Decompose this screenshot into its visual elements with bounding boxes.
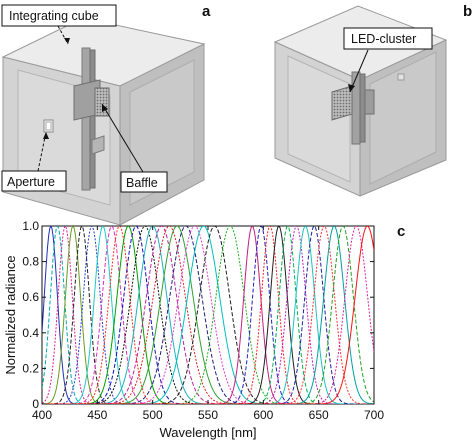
spectrum-curve-436 [42, 226, 374, 404]
y-tick-label: 1.0 [22, 219, 39, 233]
aperture-callout-label: Aperture [7, 175, 55, 189]
spectrum-curve-630 [42, 226, 374, 404]
y-tick-label: 0.4 [22, 326, 39, 340]
spectrum-curve-522 [42, 226, 374, 404]
y-tick-label: 0.2 [22, 361, 39, 375]
spectrum-curve-463 [42, 226, 374, 404]
x-axis-label: Wavelength [nm] [159, 425, 256, 440]
panel-letter-c: c [397, 223, 405, 240]
y-axis-ticks: 0 0.2 0.4 0.6 0.8 1.0 [22, 219, 374, 411]
spectrum-curve-455 [42, 226, 374, 404]
y-tick-label: 0.6 [22, 290, 39, 304]
led-callout-arrowhead [348, 84, 355, 92]
panel-a: Integrating cube Aperture Baffle a [1, 3, 211, 226]
x-tick-label: 600 [253, 408, 273, 422]
aperture-callout-arrowhead [43, 132, 49, 139]
panel-letter-b: b [463, 3, 472, 20]
y-tick-label: 0.8 [22, 255, 39, 269]
panel-letter-a: a [202, 3, 211, 20]
spectrum-curve-546 [42, 226, 374, 404]
panel-c: c 400 450 500 550 600 650 700 0 0.2 0.4 0.6 0.8 1.0… [3, 219, 405, 440]
integrating-cube-drawing-a [1, 17, 206, 226]
spectrum-curve-638 [42, 226, 374, 404]
panel-b: LED-cluster b [273, 3, 472, 197]
x-tick-label: 500 [143, 408, 163, 422]
cube-callout-arrowhead [64, 38, 70, 44]
x-tick-label: 400 [32, 408, 52, 422]
spectrum-curve-664 [42, 226, 374, 404]
baffle-callout-leader [101, 103, 144, 173]
spectrum-curve-478 [42, 226, 374, 404]
cube-callout-label: Integrating cube [9, 9, 99, 23]
led-callout-label: LED-cluster [351, 32, 416, 46]
y-axis-label: Normalized radiance [3, 255, 18, 374]
x-tick-label: 700 [364, 408, 384, 422]
x-tick-label: 550 [198, 408, 218, 422]
aperture-callout-box [1, 170, 67, 192]
led-callout-leader [349, 49, 369, 93]
baffle-callout-box [120, 171, 168, 193]
x-tick-label: 650 [309, 408, 329, 422]
spectrum-curve-556 [42, 226, 374, 404]
cube-callout-box [1, 4, 117, 27]
spectrum-curve-655 [42, 226, 374, 404]
x-tick-label: 450 [87, 408, 107, 422]
baffle-callout-arrowhead [102, 104, 108, 112]
aperture-callout-leader [37, 131, 47, 172]
y-tick-label: 0 [32, 397, 39, 411]
led-callout-box [343, 27, 433, 50]
baffle-callout-label: Baffle [126, 176, 158, 190]
x-axis-ticks: 400 450 500 550 600 650 700 [32, 226, 384, 422]
